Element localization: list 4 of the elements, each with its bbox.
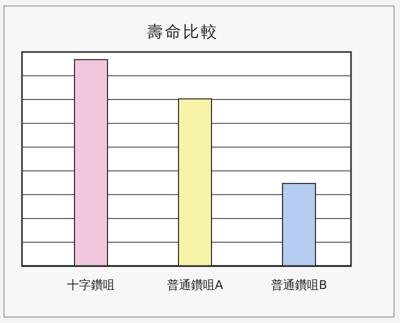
x-tick-label: 普通鑽咀B bbox=[270, 278, 328, 292]
x-tick-label: 普通鑽咀A bbox=[166, 278, 224, 292]
chart-title: 壽命比較 bbox=[147, 22, 219, 41]
x-tick-label: 十字鑽咀 bbox=[67, 278, 115, 292]
